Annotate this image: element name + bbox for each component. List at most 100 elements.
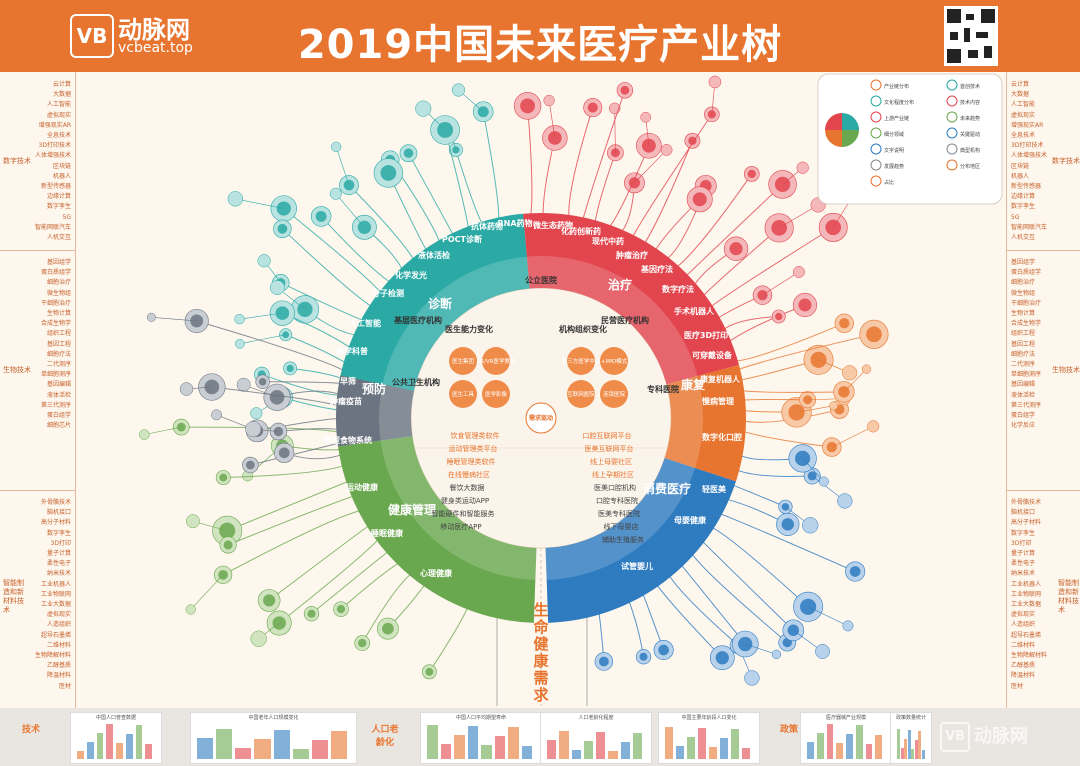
right-tech-item: 基因工程 — [1011, 340, 1036, 348]
right-tech-item: 工业机器人 — [1011, 580, 1042, 588]
left-tech-item: 人工智能 — [46, 101, 71, 109]
sub-leaf — [818, 476, 829, 487]
segment-label: 数字疗法 — [662, 284, 694, 294]
right-tech-item: 数字孪生 — [1011, 203, 1036, 211]
footer-panel-title: 政策数量统计 — [895, 715, 926, 721]
leaf-core — [277, 223, 288, 234]
footer-mini-bar — [292, 749, 309, 759]
footer-tag: 技术 — [21, 725, 40, 735]
footer-panel-title: 中国主要年龄段人口变化 — [681, 715, 737, 721]
right-tech-item: 虚拟现实 — [1011, 611, 1036, 619]
sub-leaf — [235, 338, 245, 349]
segment-label: RNA药物 — [497, 218, 532, 228]
footer-mini-bar — [330, 731, 347, 759]
footer-chart-panel: 中国主要年龄段人口变化 — [658, 712, 760, 764]
branch-line — [348, 184, 416, 263]
leaf-core — [587, 102, 598, 113]
left-tech-item: 增强现实AR — [38, 121, 71, 129]
right-tech-item: 外骨骼技术 — [1011, 499, 1042, 506]
sub-leaf — [744, 670, 760, 686]
leaf-core — [278, 447, 290, 459]
sub-branch — [831, 426, 874, 448]
footer-mini-bar — [86, 742, 94, 759]
left-tech-item: 量子计算 — [46, 550, 71, 558]
footer-panel-title: 人口老龄化程度 — [578, 715, 614, 721]
branch-line — [740, 429, 832, 448]
legend-marker — [870, 159, 882, 171]
left-tech-item: 外骨骼技术 — [40, 499, 71, 506]
segment-label: 早筛 — [340, 376, 356, 386]
left-tech-divider — [0, 490, 75, 491]
sub-branch — [634, 149, 667, 184]
leaf-core — [747, 169, 756, 179]
inner-change-bubble — [449, 347, 477, 375]
sub-branch — [190, 574, 224, 610]
ring-inner-band — [379, 256, 530, 407]
header-banner: VB 动脉网 vcbeat.top 2019中国未来医疗产业树 — [0, 0, 1080, 72]
right-tech-item: 单细胞测序 — [1011, 371, 1042, 379]
legend-marker — [870, 127, 882, 139]
segment-label: 母婴健康 — [674, 515, 707, 525]
right-tech-divider — [1007, 490, 1080, 491]
branch-line — [729, 483, 786, 508]
legend-marker — [946, 159, 958, 171]
segment-label: 试管婴儿 — [621, 561, 653, 571]
right-tech-item: 3D打印技术 — [1011, 142, 1044, 150]
right-tech-item: 基因编辑 — [1011, 381, 1036, 389]
footer-mini-bar — [508, 727, 519, 759]
right-tech-item: 微生物组 — [1011, 289, 1036, 297]
left-tech-item: 大数据 — [52, 91, 71, 99]
left-tech-group-heading: 数字技术 — [3, 157, 31, 165]
footer-panel-title: 中国人口普查数据 — [95, 715, 136, 721]
right-tech-item: 医材 — [1011, 682, 1024, 690]
sub-branch — [796, 405, 834, 413]
right-tech-item: 高分子材料 — [1011, 519, 1042, 527]
right-tech-item: 细胞治疗 — [1011, 279, 1036, 287]
sub-leaf — [792, 266, 805, 278]
left-tech-group-heading: 生物技术 — [3, 366, 31, 374]
left-tech-item: 蛋白质组学 — [40, 269, 71, 277]
demand-right-label: 口腔互联网平台 — [583, 431, 632, 440]
sub-branch — [235, 198, 284, 209]
segment-label: 化药创新药 — [561, 226, 601, 236]
right-tech-item: 增强现实AR — [1011, 121, 1044, 129]
segment-label: 手术机器人 — [674, 306, 715, 316]
footer-mini-bar — [197, 738, 214, 759]
left-tech-item-list: 外骨骼技术 脑机接口 高分子材料 数字孪生 3D打印 量子计算 柔性电子 纳米技术 工业机器人工… — [35, 498, 71, 692]
watermark-text: 动脉网 — [974, 726, 1028, 747]
right-technology-list: 数字技术 云计算 大数据 人工智能 虚拟现实 增强现实AR 全息技术 3D打印技术 人体增强技术… — [1006, 72, 1080, 708]
segment-label: 新型食物系统 — [324, 435, 372, 445]
inner-change-bubble — [567, 380, 595, 408]
legend-marker — [946, 127, 958, 139]
ring-sector-jiankang — [337, 436, 537, 623]
qr-code-icon — [944, 6, 998, 66]
footer-tag: 政策 — [779, 725, 798, 735]
segment-label: 肿瘤疫苗 — [330, 396, 362, 406]
sub-leaf — [186, 514, 200, 529]
segment-label: 微生态药物 — [532, 220, 573, 230]
right-tech-item: 边缘计算 — [1011, 193, 1036, 201]
left-tech-item-list: 基因组学 蛋白质组学 细胞治疗 微生物组 干细胞治疗 生物计算 合成生物学 组织工程 基因工程细… — [41, 258, 71, 431]
left-tech-item: 柔性电子 — [46, 560, 71, 568]
sub-leaf — [331, 141, 342, 152]
footer-mini-bar — [521, 746, 532, 759]
branch-line — [227, 479, 352, 532]
ring-sector-kangfu — [664, 364, 746, 482]
left-tech-item: 区块链 — [52, 162, 71, 170]
footer-mini-bar — [816, 733, 824, 759]
left-tech-item: 合成生物学 — [40, 320, 71, 328]
footer-chart-panel: 中国老年人口规模变化 — [190, 712, 357, 764]
sub-leaf — [829, 401, 839, 411]
branch-line — [222, 509, 364, 576]
branch-line — [428, 604, 470, 673]
footer-mini-bar — [583, 741, 593, 759]
footer-chart-panel: 中国人口普查数据 — [70, 712, 162, 764]
footer-mini-bar — [742, 748, 750, 759]
demand-right-label: 医美互联网平台 — [585, 444, 634, 453]
leaf-core — [866, 326, 882, 343]
logo-chinese-name: 动脉网 — [118, 16, 190, 44]
segment-label: 现代中药 — [592, 236, 624, 246]
demand-left-label: 饮食管理类软件 — [451, 431, 500, 440]
branch-line — [196, 320, 347, 373]
sub-leaf — [640, 111, 652, 123]
